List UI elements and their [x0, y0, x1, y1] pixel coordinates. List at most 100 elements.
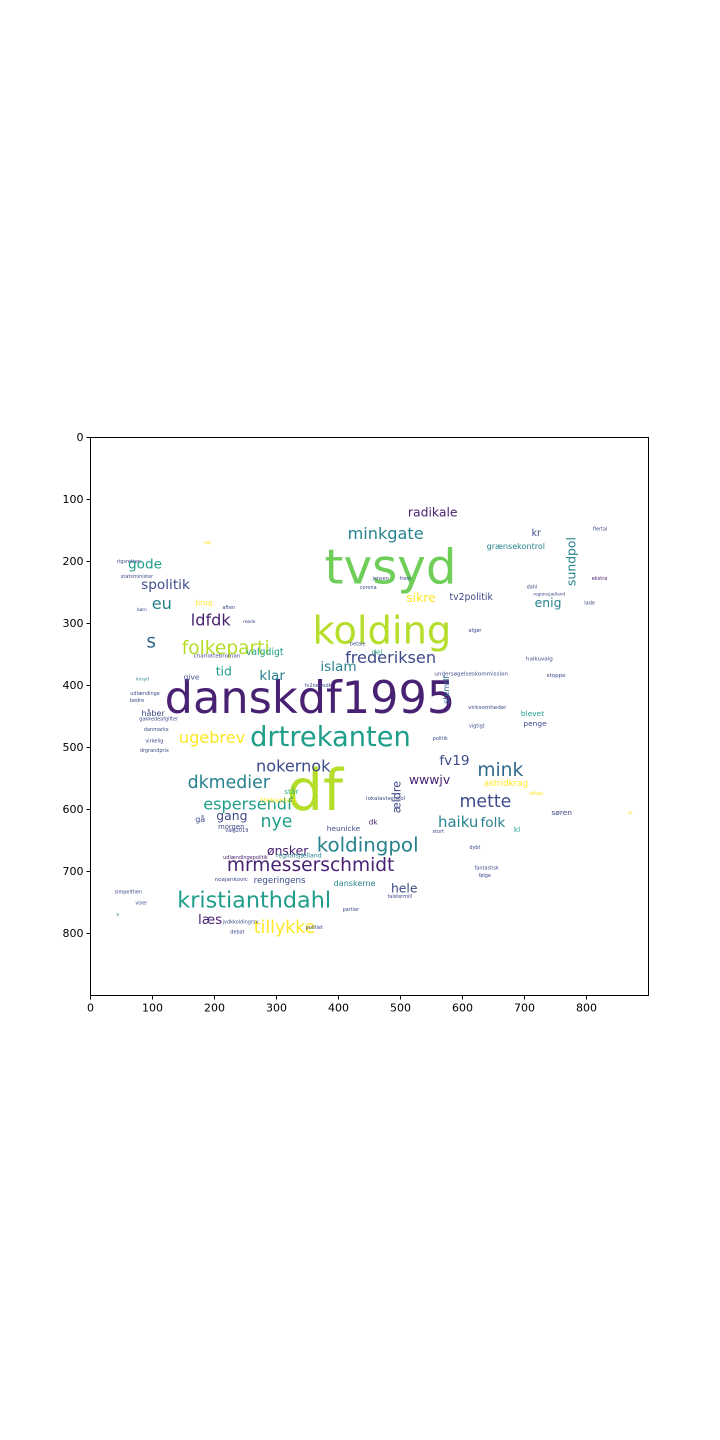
word-regeringens: regeringens: [254, 876, 306, 886]
word-stemdf: stemdf: [442, 676, 451, 704]
word-politiet: politiet: [306, 925, 323, 931]
word-politik: politik: [433, 736, 448, 742]
word-tid: tid: [216, 664, 232, 679]
word-give: give: [184, 672, 200, 681]
word-flertal: flertal: [593, 526, 608, 532]
word-jvdkkoldingrsv: jvdkkoldingrsv: [222, 919, 259, 925]
word-gakkedeafgifter: gakkedeafgifter: [139, 717, 179, 723]
word-folkeparti: folkeparti: [182, 638, 270, 659]
word-kl: kl: [514, 825, 520, 834]
word-ønsker: ønsker: [267, 843, 309, 858]
word-betale: betale: [350, 642, 366, 648]
y-tick-label: 200: [63, 555, 84, 568]
y-tick-label: 0: [77, 431, 84, 444]
word-stoppe: stoppe: [547, 673, 567, 679]
x-tick-label: 300: [266, 1002, 287, 1015]
word-brug: brug: [195, 598, 212, 607]
word-mette: mette: [459, 792, 511, 812]
x-tick-label: 700: [514, 1002, 535, 1015]
word-ugebrev: ugebrev: [179, 728, 246, 747]
word-mink: mink: [477, 760, 523, 781]
word-læs: læs: [198, 912, 222, 928]
word-dk: dk: [369, 817, 379, 826]
y-axis: 0 100 200 300 400 500 600 700 800: [63, 431, 91, 940]
y-tick-label: 400: [63, 679, 84, 692]
word-valgdigt: valgdigt: [246, 647, 284, 658]
y-tick-label: 100: [63, 493, 84, 506]
word-corona: corona: [360, 585, 377, 591]
word-regionsjælland: regionsjælland: [533, 591, 565, 597]
word-rigsretten: rigsretten: [117, 559, 141, 565]
word-dybt: dybt: [469, 845, 480, 851]
word-afgør: afgør: [468, 628, 482, 634]
word-spolitik: spolitik: [141, 577, 190, 593]
word-folk: folk: [480, 815, 505, 831]
word-enig: enig: [535, 595, 562, 610]
word-virksomheder: virksomheder: [468, 705, 507, 711]
word-simpelthen: simpelthen: [115, 890, 143, 896]
word-wwwjv: wwwjv: [409, 772, 450, 787]
word-s: s: [146, 632, 156, 653]
word-ekstra: ekstra: [592, 576, 608, 582]
word-drtrekanten: drtrekanten: [250, 722, 411, 753]
word-udlændingepolitik: udlændingepolitik: [223, 855, 268, 861]
word-layer: danskdf1995dftvsydkoldingdrtrekantenkris…: [115, 504, 633, 938]
word-falstermill: falstermill: [388, 894, 413, 900]
word-drgrandprix: drgrandprix: [140, 748, 169, 754]
word-tv2politik: tv2politik: [449, 592, 493, 603]
word-statsminister: statsminister: [121, 574, 154, 580]
word-minkgate: minkgate: [348, 524, 424, 543]
y-tick-label: 500: [63, 741, 84, 754]
word-følge: følge: [479, 873, 491, 879]
word-danskerne: danskerne: [334, 879, 376, 888]
word-dkmedier: dkmedier: [188, 773, 271, 793]
word-bedre: bedre: [130, 698, 144, 704]
x-tick-label: 600: [452, 1002, 473, 1015]
word-eu: eu: [152, 594, 172, 613]
word-islam: islam: [320, 659, 356, 675]
word-jensen: jensen: [371, 576, 388, 582]
word-danskdf1995: danskdf1995: [165, 672, 456, 724]
x-tick-label: 500: [390, 1002, 411, 1015]
word-frem: frem: [400, 576, 412, 582]
word-stort: stort: [433, 829, 445, 835]
word-hele: hele: [391, 881, 418, 896]
word-gå: gå: [195, 814, 205, 824]
word-morgen: morgen: [218, 823, 244, 831]
word-koldingpol: koldingpol: [317, 833, 419, 856]
word-tv2newsdk: tv2newsdk: [305, 683, 332, 689]
word-frederiksen: frederiksen: [345, 648, 436, 667]
y-tick-label: 600: [63, 803, 84, 816]
word-kolding: kolding: [312, 608, 451, 653]
word-lade: lade: [584, 601, 595, 607]
x-tick-label: 0: [87, 1002, 94, 1015]
word-fv19: fv19: [439, 753, 469, 769]
word-blevet: blevet: [521, 709, 544, 718]
word-nye: nye: [261, 812, 293, 832]
word-tillykke: tillykke: [254, 918, 316, 938]
x-tick-label: 800: [576, 1002, 597, 1015]
word-står: står: [284, 787, 299, 796]
word-haikuvalg: haikuvalg: [526, 656, 553, 662]
word-vigtigt: vigtigt: [469, 723, 485, 729]
y-tick-label: 300: [63, 617, 84, 630]
word-gode: gode: [128, 557, 162, 573]
word-charlottebroman: charlottebroman: [194, 653, 241, 659]
word-grænsekontrol: grænsekontrol: [487, 542, 545, 551]
word-vej: vej: [204, 540, 211, 546]
word-sundpol: sundpol: [564, 537, 579, 586]
word-mrmesserschmidt: mrmesserschmidt: [227, 855, 395, 876]
word-møde: møde: [243, 619, 256, 625]
word-del: del: [372, 649, 383, 657]
word-undersøgelseskommission: undersøgelseskommission: [434, 671, 508, 677]
x-tick-label: 400: [328, 1002, 349, 1015]
word-v: v: [116, 912, 119, 918]
word-fantastisk: fantastisk: [475, 865, 499, 871]
word-aftale: aftale: [529, 791, 543, 797]
word-tvsyd: tvsyd: [325, 540, 457, 596]
word-radikale: radikale: [408, 504, 458, 519]
word-trekanten: trekanten: [260, 796, 296, 805]
word-aften: aften: [222, 605, 235, 611]
word-jv: jv: [627, 810, 632, 816]
